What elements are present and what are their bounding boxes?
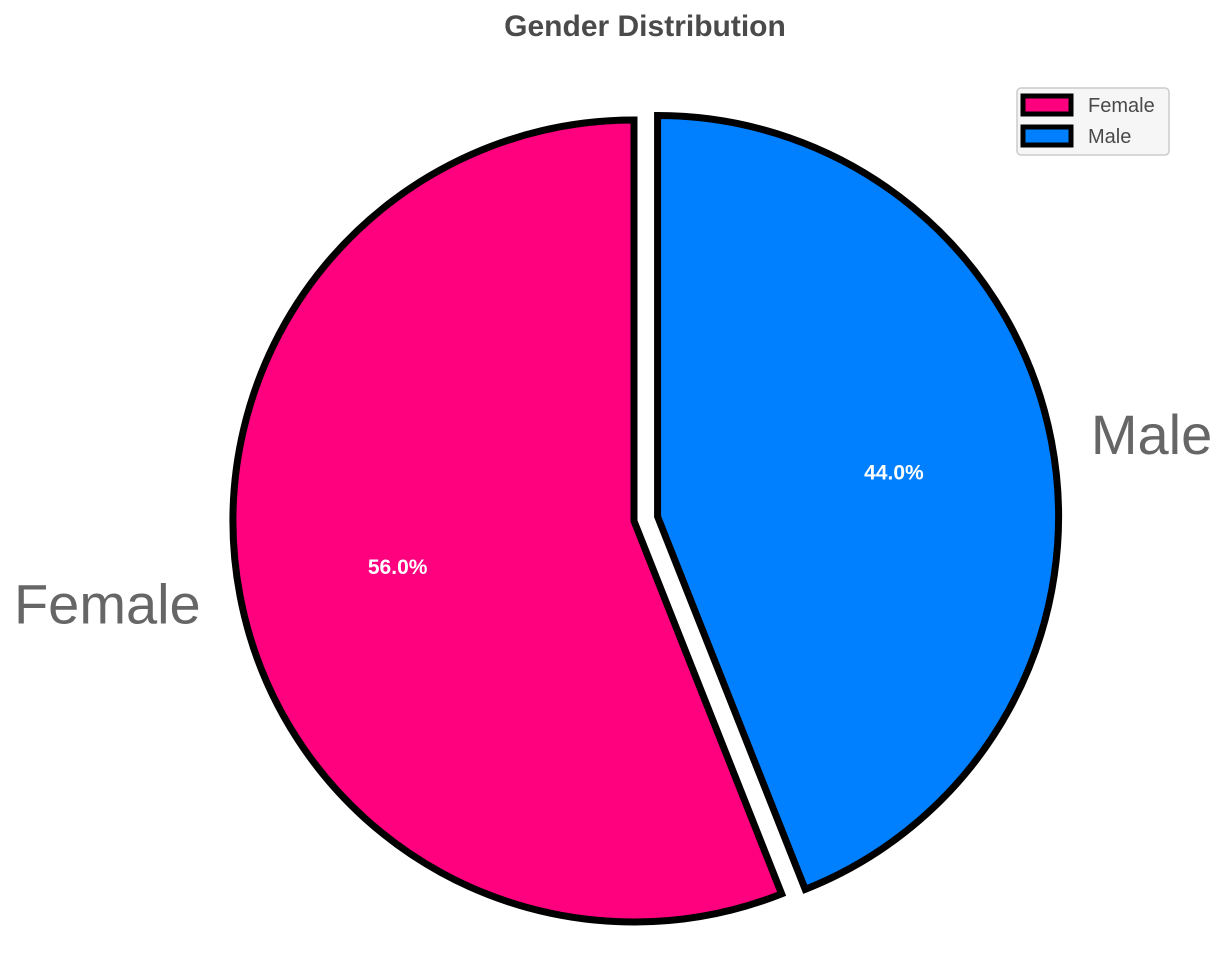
pie-labels: 56.0% Female 44.0% Male: [14, 403, 1212, 636]
category-label-male: Male: [1091, 403, 1212, 466]
pie-slice-male: [654, 111, 1063, 894]
chart-title: Gender Distribution: [504, 10, 786, 43]
category-label-female: Female: [14, 573, 201, 636]
pie-slice-female: [229, 116, 787, 926]
pct-label-male: 44.0%: [864, 461, 924, 484]
pct-label-female: 56.0%: [368, 556, 428, 579]
legend-label-female: Female: [1088, 95, 1155, 117]
legend-swatch-female: [1020, 93, 1074, 117]
legend-label-male: Male: [1088, 126, 1131, 148]
legend-swatch-male: [1020, 124, 1074, 148]
pie-slices: [229, 111, 1063, 926]
legend: Female Male: [1016, 87, 1170, 156]
